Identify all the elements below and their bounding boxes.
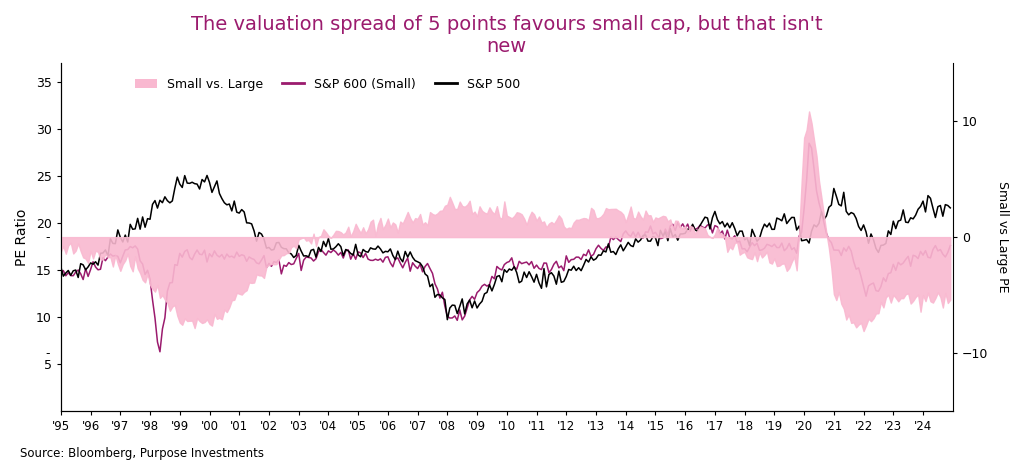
Y-axis label: Small vs Large PE: Small vs Large PE: [996, 182, 1009, 293]
Legend: Small vs. Large, S&P 600 (Small), S&P 500: Small vs. Large, S&P 600 (Small), S&P 50…: [129, 73, 525, 96]
Text: Source: Bloomberg, Purpose Investments: Source: Bloomberg, Purpose Investments: [20, 447, 264, 460]
Text: -: -: [46, 346, 50, 359]
Title: The valuation spread of 5 points favours small cap, but that isn't
new: The valuation spread of 5 points favours…: [191, 15, 822, 56]
Y-axis label: PE Ratio: PE Ratio: [15, 208, 29, 266]
Text: -: -: [46, 231, 50, 243]
